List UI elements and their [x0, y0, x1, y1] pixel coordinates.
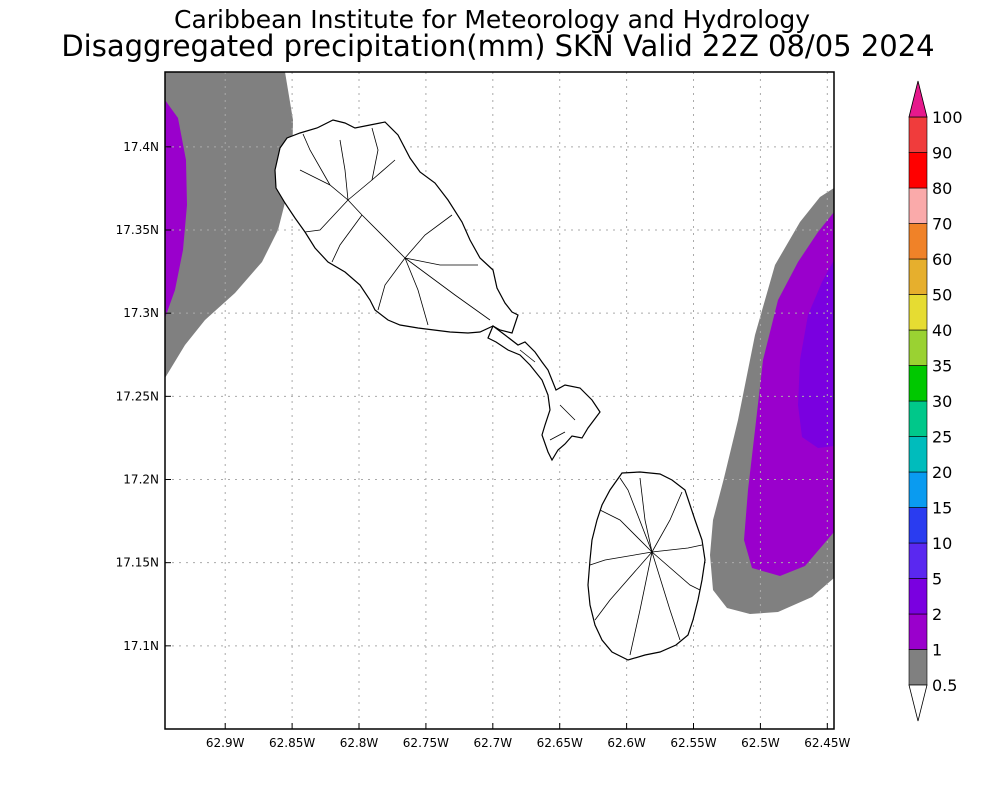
nevis-watershed-lines: [589, 477, 703, 656]
lon-tick-label: 62.9W: [206, 736, 245, 750]
colorbar-bin: [908, 187, 928, 224]
colorbar-bin: [908, 542, 928, 579]
latitude-axis: 17.4N 17.35N 17.3N 17.25N 17.2N 17.15N 17.1N: [116, 140, 171, 653]
colorbar-bottom-arrow: [908, 684, 928, 722]
lon-tick-label: 62.8W: [340, 736, 379, 750]
colorbar-top-arrow: [908, 80, 928, 118]
colorbar-label: 80: [932, 179, 952, 198]
island-saint-kitts: [274, 119, 601, 462]
colorbar-label: 10: [932, 534, 952, 553]
lon-tick-label: 62.45W: [804, 736, 850, 750]
lon-tick-label: 62.55W: [670, 736, 716, 750]
colorbar-label: 50: [932, 286, 952, 305]
colorbar-label: 90: [932, 144, 952, 163]
colorbar-label: 60: [932, 250, 952, 269]
colorbar-label: 2: [932, 605, 942, 624]
colorbar-label: 40: [932, 321, 952, 340]
colorbar-bin: [908, 116, 928, 153]
lat-tick-label: 17.1N: [123, 639, 159, 653]
colorbar-bin: [908, 471, 928, 508]
saint-kitts-peninsula-watershed-lines: [519, 349, 576, 441]
colorbar-label: 5: [932, 570, 942, 589]
saint-kitts-watershed-lines: [299, 127, 491, 326]
colorbar-label: 20: [932, 463, 952, 482]
precip-east-core-2-5mm: [798, 260, 834, 448]
lon-tick-label: 62.6W: [607, 736, 646, 750]
saint-kitts-southeast-peninsula: [487, 325, 601, 462]
colorbar-label: 0.5: [932, 676, 957, 695]
colorbar-bin: [908, 152, 928, 189]
map-frame: [164, 71, 835, 730]
precip-east-core-1-2mm: [744, 212, 834, 576]
colorbar-label: 30: [932, 392, 952, 411]
saint-kitts-coastline: [274, 119, 519, 334]
lat-tick-label: 17.35N: [116, 223, 159, 237]
colorbar-label: 35: [932, 357, 952, 376]
lon-tick-label: 62.7W: [474, 736, 513, 750]
lat-tick-label: 17.25N: [116, 389, 159, 403]
colorbar-bin: [908, 436, 928, 473]
lat-tick-label: 17.4N: [123, 140, 159, 154]
colorbar-label: 25: [932, 428, 952, 447]
lat-tick-label: 17.15N: [116, 556, 159, 570]
island-nevis: [587, 471, 706, 661]
map-panel: [165, 72, 834, 729]
colorbar-bin: [908, 329, 928, 366]
colorbar-label: 70: [932, 215, 952, 234]
colorbar-bin: [908, 578, 928, 615]
precip-west-core-1-2mm: [165, 100, 187, 318]
lon-tick-label: 62.5W: [741, 736, 780, 750]
lon-tick-label: 62.85W: [269, 736, 315, 750]
colorbar-label: 100: [932, 108, 963, 127]
nevis-coastline: [587, 471, 706, 661]
colorbar-bin: [908, 649, 928, 686]
colorbar-bin: [908, 258, 928, 295]
title-line-1: Caribbean Institute for Meteorology and …: [174, 5, 810, 34]
colorbar-label: 15: [932, 499, 952, 518]
longitude-axis: 62.9W 62.85W 62.8W 62.75W 62.7W 62.65W 62.6W 62…: [206, 723, 851, 750]
colorbar-bin: [908, 400, 928, 437]
precip-west-band-0.5-1mm: [165, 72, 293, 378]
lon-tick-label: 62.65W: [537, 736, 583, 750]
colorbar-bin: [908, 365, 928, 402]
colorbar-bin: [908, 507, 928, 544]
lat-tick-label: 17.3N: [123, 306, 159, 320]
colorbar-bin: [908, 613, 928, 650]
colorbar-bin: [908, 223, 928, 260]
title-line-2: Disaggregated precipitation(mm) SKN Vali…: [61, 29, 934, 63]
lat-tick-label: 17.2N: [123, 473, 159, 487]
lon-tick-label: 62.75W: [403, 736, 449, 750]
colorbar-bin: [908, 294, 928, 331]
colorbar-label: 1: [932, 641, 942, 660]
